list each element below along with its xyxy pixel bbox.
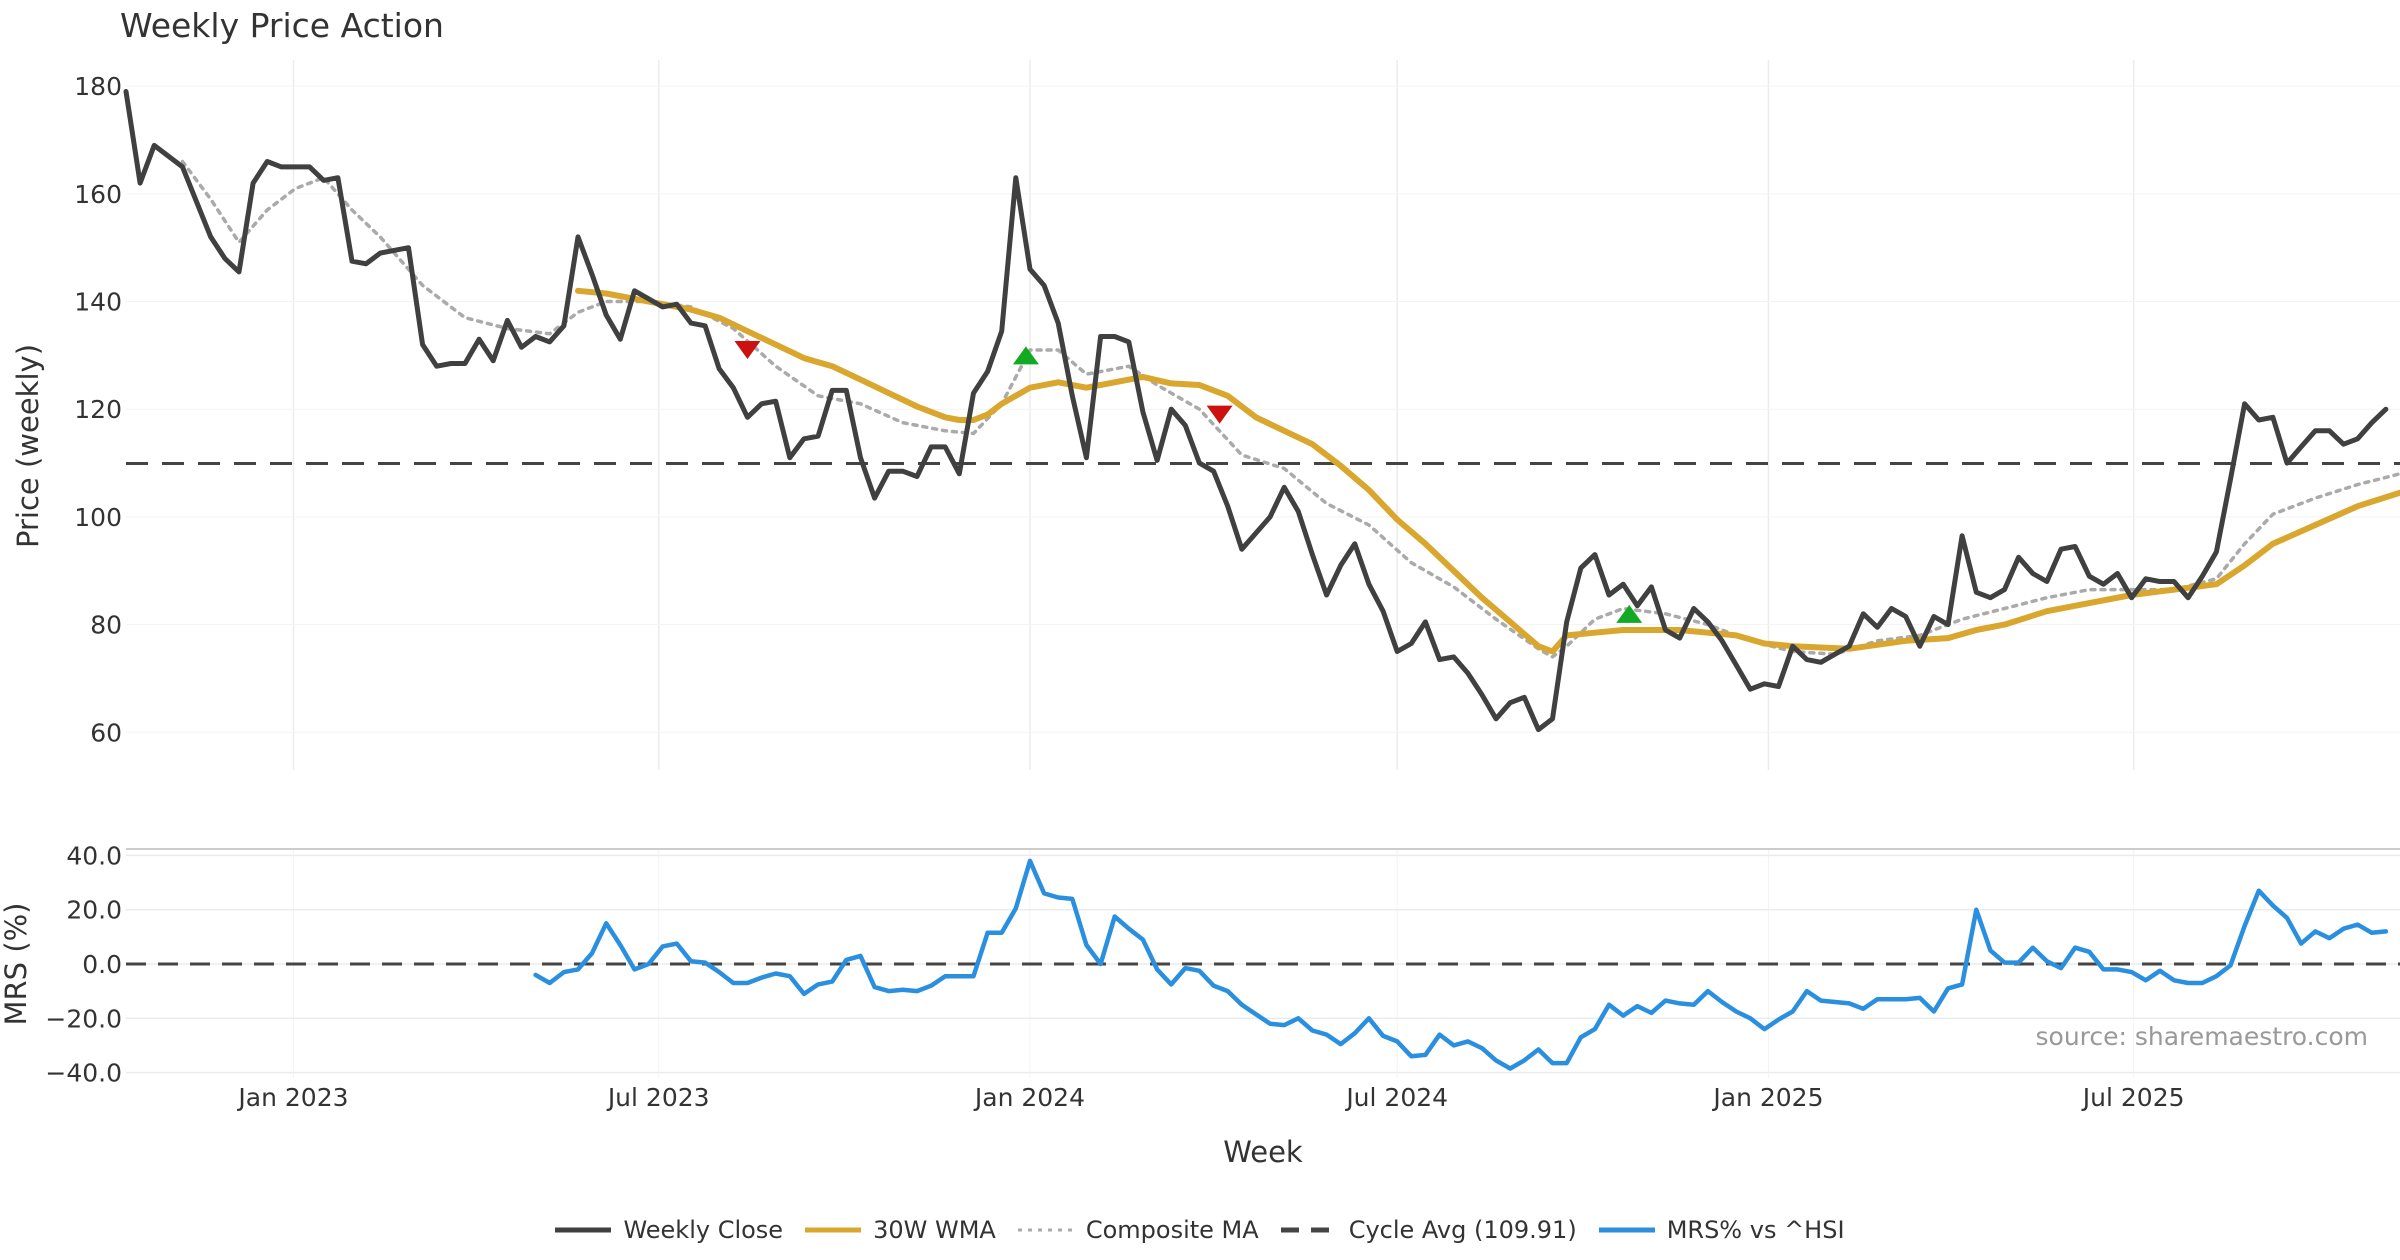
legend-swatch [555, 1227, 612, 1233]
price-y-tick-label: 120 [74, 395, 122, 424]
mrs-y-ticks: 40.0 20.0 0.0 −20.0 −40.0 [45, 841, 122, 1087]
x-tick-label: Jul 2023 [606, 1083, 710, 1112]
legend-item: 30W WMA [805, 1216, 996, 1244]
x-tick-label: Jan 2023 [236, 1083, 348, 1112]
legend-item: Cycle Avg (109.91) [1280, 1216, 1577, 1244]
x-axis-label: Week [1223, 1135, 1303, 1169]
signal-markers [734, 341, 1643, 623]
price-y-tick-label: 160 [74, 180, 122, 209]
x-tick-label: Jan 2024 [973, 1083, 1085, 1112]
legend-swatch [1598, 1227, 1655, 1233]
price-y-tick-label: 80 [90, 611, 122, 640]
legend-item: Composite MA [1017, 1216, 1259, 1244]
legend-label: Composite MA [1085, 1216, 1259, 1244]
price-y-tick-label: 140 [74, 288, 122, 317]
buy-signal-marker [1012, 346, 1039, 365]
legend-swatch [805, 1227, 862, 1233]
series-weekly-close [123, 89, 2389, 733]
mrs-y-tick-label: −20.0 [45, 1004, 122, 1033]
series-mrs-vs-hsi [533, 858, 2389, 1071]
x-tick-label: Jul 2025 [2081, 1083, 2185, 1112]
series-30w-wma [575, 287, 2400, 655]
legend-swatch [1280, 1227, 1337, 1233]
legend-label: MRS% vs ^HSI [1666, 1216, 1845, 1244]
price-y-tick-label: 60 [90, 718, 122, 747]
chart-title: Weekly Price Action [120, 6, 444, 45]
sell-signal-marker [734, 341, 761, 359]
x-tick-label: Jul 2024 [1344, 1083, 1448, 1112]
legend-item: MRS% vs ^HSI [1598, 1216, 1845, 1244]
x-tick-label: Jan 2025 [1711, 1083, 1823, 1112]
price-series [123, 89, 2400, 733]
mrs-y-tick-label: 0.0 [82, 950, 122, 979]
legend-label: Weekly Close [623, 1216, 784, 1244]
x-ticks: Jan 2023 Jul 2023 Jan 2024 Jul 2024 Jan 2025… [236, 1083, 2184, 1112]
chart-legend: Weekly Close 30W WMA Composite MA Cycle Avg… [0, 1210, 2400, 1250]
series-composite-ma [180, 159, 2400, 659]
mrs-y-axis-label: MRS (%) [0, 903, 33, 1026]
price-y-axis-label: Price (weekly) [11, 344, 45, 548]
mrs-y-tick-label: 20.0 [66, 896, 122, 925]
price-grid [126, 60, 2400, 770]
legend-label: Cycle Avg (109.91) [1348, 1216, 1577, 1244]
legend-item: Weekly Close [555, 1216, 783, 1244]
source-annotation: source: sharemaestro.com [2036, 1022, 2369, 1051]
price-y-ticks: 60 80 100 120 140 160 180 [74, 72, 122, 747]
buy-signal-marker [1616, 604, 1643, 623]
price-y-tick-label: 180 [74, 72, 122, 101]
legend-swatch [1017, 1228, 1074, 1232]
mrs-y-tick-label: 40.0 [66, 841, 122, 870]
mrs-y-tick-label: −40.0 [45, 1059, 122, 1088]
mrs-series [533, 858, 2389, 1071]
legend-label: 30W WMA [873, 1216, 996, 1244]
price-y-tick-label: 100 [74, 503, 122, 532]
sell-signal-marker [1206, 405, 1233, 424]
